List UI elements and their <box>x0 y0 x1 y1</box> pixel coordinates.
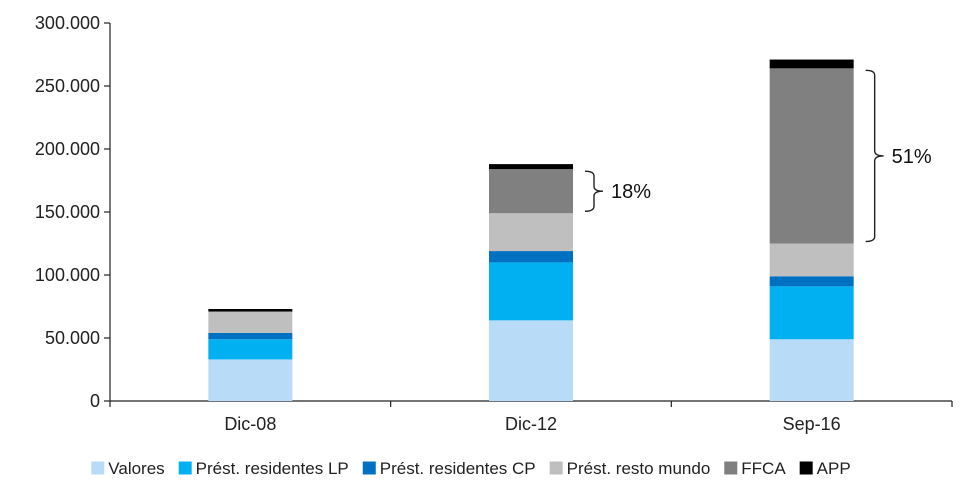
annotation-brace <box>865 69 884 243</box>
legend-label: Prést. residentes LP <box>196 459 349 478</box>
bar-segment <box>489 320 573 401</box>
bar-segment <box>769 286 854 340</box>
bar-segment <box>489 164 573 170</box>
bar-segment <box>208 339 293 360</box>
legend-swatch <box>178 461 192 475</box>
legend-label: FFCA <box>741 459 786 478</box>
y-tick-label: 100.000 <box>35 265 100 285</box>
bar-segment <box>208 359 293 401</box>
bar-segment <box>769 339 854 401</box>
legend-label: Prést. resto mundo <box>567 459 711 478</box>
bar-segment <box>489 251 573 263</box>
bar-segment <box>208 309 293 312</box>
bar-segment <box>769 276 854 287</box>
x-tick-label: Dic-08 <box>224 414 276 434</box>
bar-segment <box>208 311 293 333</box>
y-tick-label: 200.000 <box>35 139 100 159</box>
chart-annotations: 18% 51% <box>584 69 932 243</box>
y-tick-label: 0 <box>90 391 100 411</box>
chart-bars <box>208 59 854 401</box>
legend-label: APP <box>817 459 851 478</box>
x-tick-label: Sep-16 <box>783 414 841 434</box>
legend-swatch <box>362 461 376 475</box>
y-tick-label: 250.000 <box>35 76 100 96</box>
legend-swatch <box>91 461 105 475</box>
y-tick-label: 300.000 <box>35 13 100 33</box>
chart-axes: 0 50.000 100.000 150.000 200.000 250.000 300.0… <box>35 13 953 434</box>
bar-segment <box>489 213 573 252</box>
x-tick-label: Dic-12 <box>505 414 557 434</box>
bar-segment <box>489 262 573 321</box>
bar-segment <box>208 332 293 340</box>
bar-segment <box>489 169 573 214</box>
chart-legend: Valores Prést. residentes LP Prést. reside… <box>91 459 851 478</box>
bar-segment <box>769 243 854 277</box>
legend-swatch <box>549 461 563 475</box>
annotation-brace <box>584 170 604 212</box>
legend-label: Valores <box>108 459 164 478</box>
legend-swatch <box>724 461 738 475</box>
bar-segment <box>769 68 854 244</box>
legend-label: Prést. residentes CP <box>380 459 536 478</box>
annotation-label: 18% <box>611 181 651 203</box>
y-tick-label: 50.000 <box>45 328 100 348</box>
y-tick-label: 150.000 <box>35 202 100 222</box>
legend-swatch <box>799 461 813 475</box>
bar-segment <box>769 59 854 69</box>
annotation-label: 51% <box>892 146 932 168</box>
